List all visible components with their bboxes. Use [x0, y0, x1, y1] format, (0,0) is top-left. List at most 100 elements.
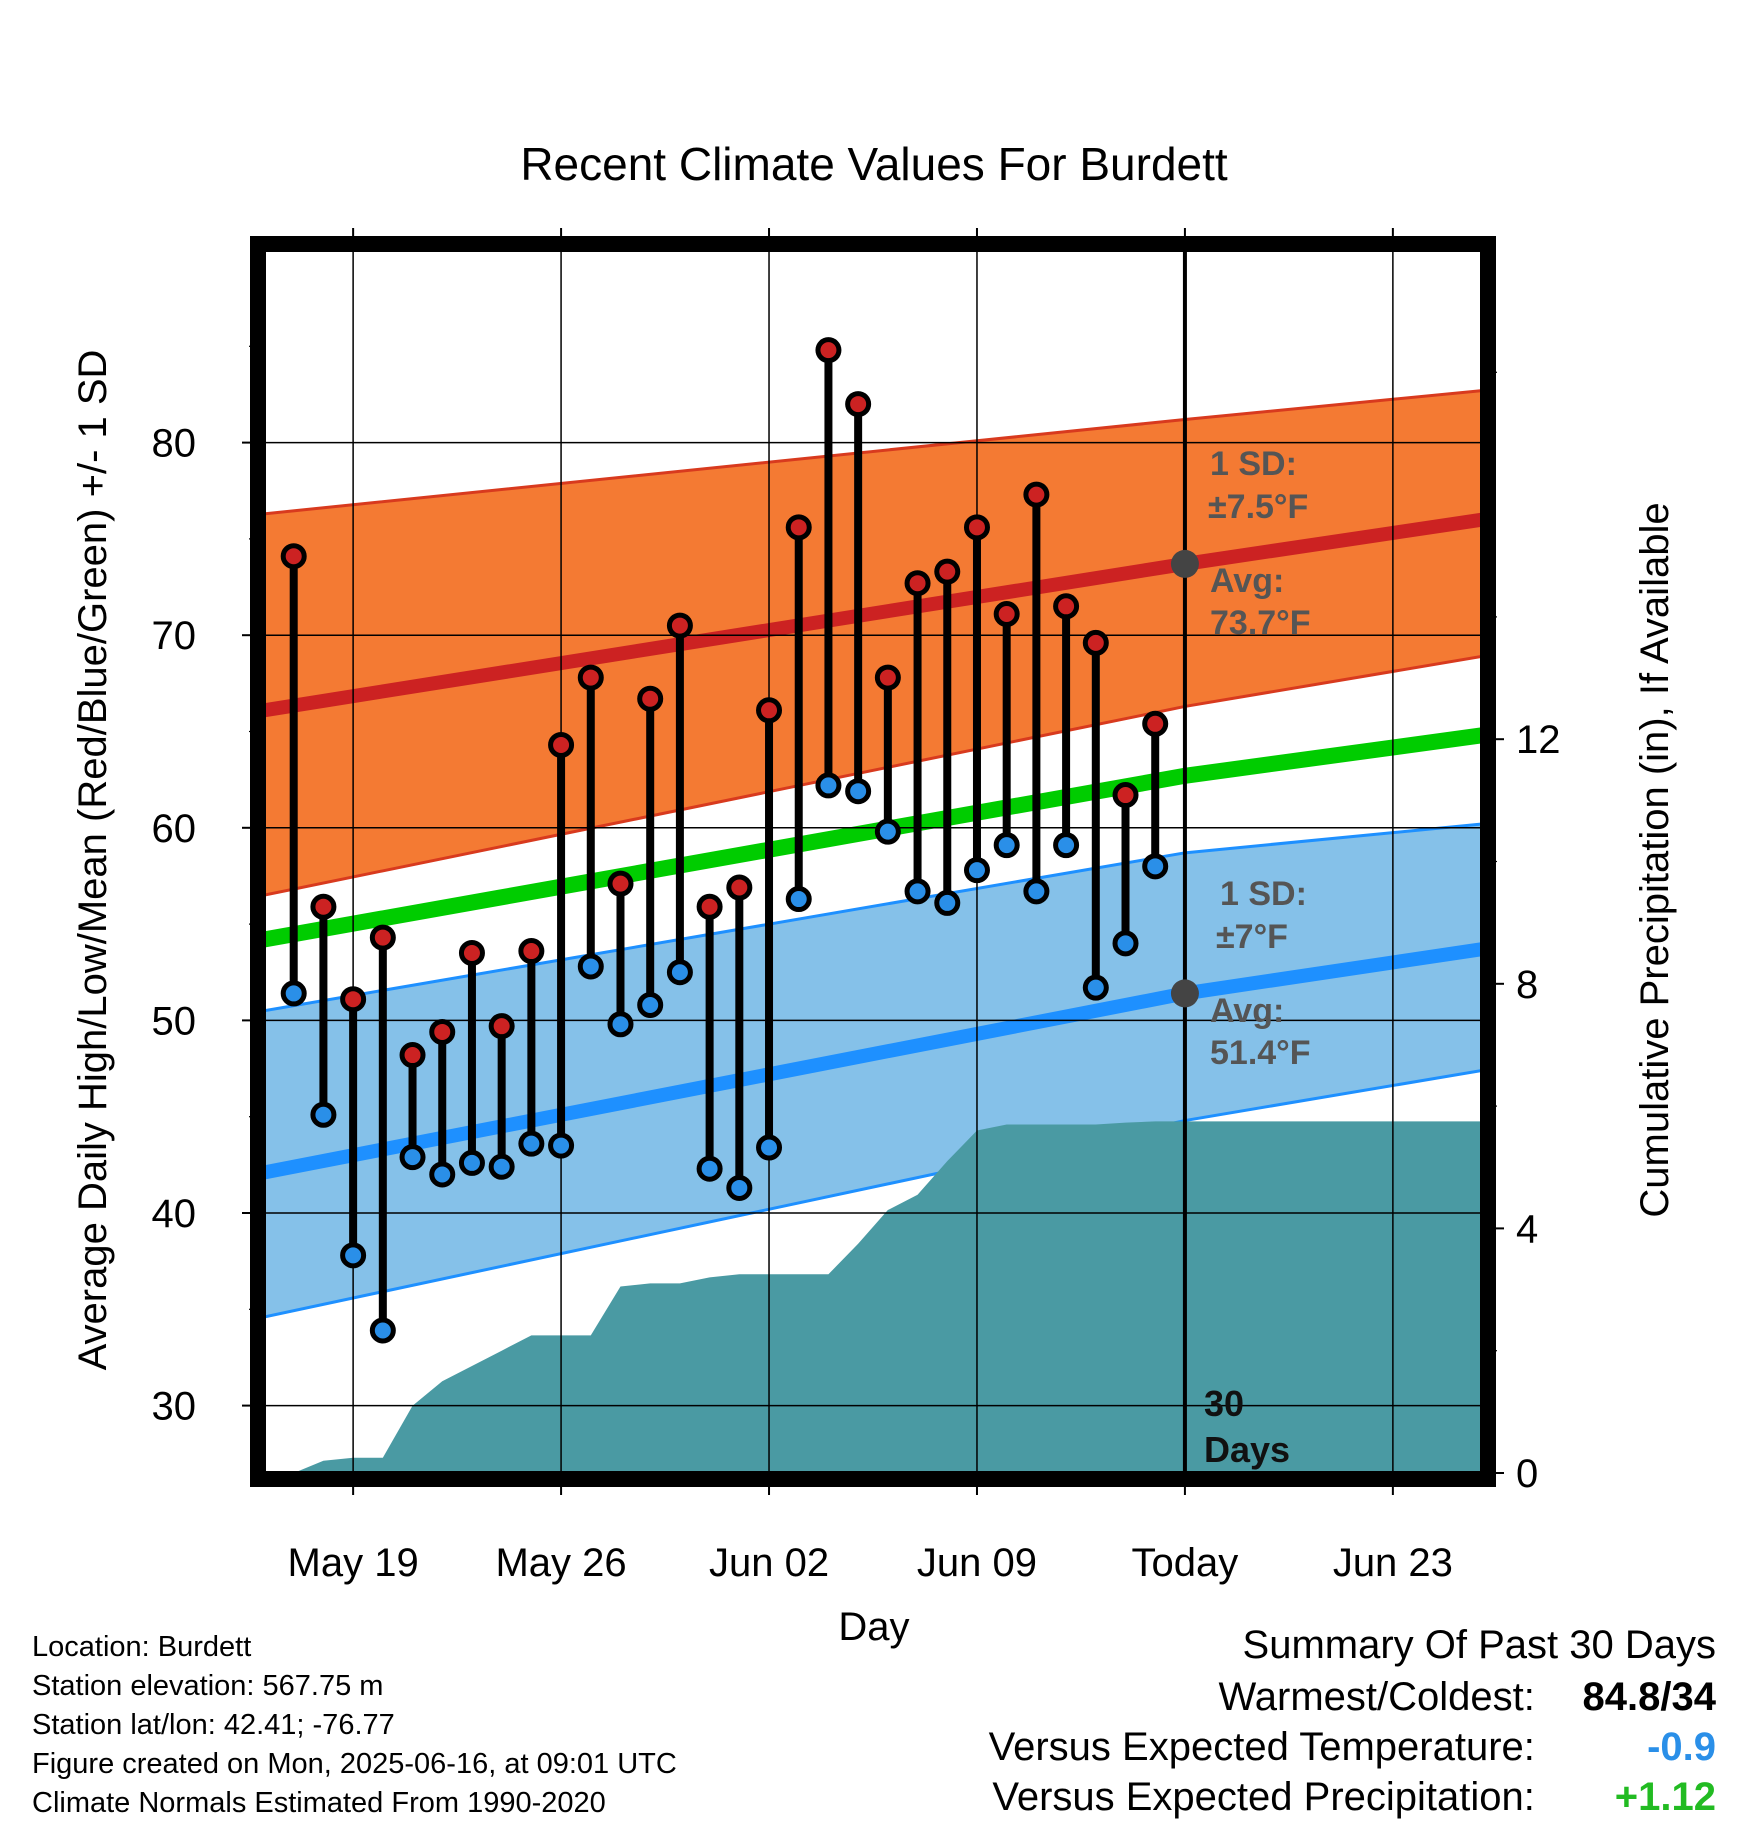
daily-low-point — [369, 1317, 396, 1344]
period-number: 30 — [1204, 1383, 1244, 1424]
daily-high-point — [785, 514, 812, 541]
daily-high-point — [637, 685, 664, 712]
daily-low-point — [310, 1101, 337, 1128]
daily-high-point — [607, 870, 634, 897]
today-low-normal-marker — [1170, 979, 1199, 1008]
daily-low-point — [429, 1161, 456, 1188]
x-tick-label: Today — [1132, 1541, 1239, 1585]
daily-high-point — [904, 570, 931, 597]
daily-low-point — [696, 1155, 723, 1182]
daily-high-point — [310, 893, 337, 920]
daily-low-point — [518, 1130, 545, 1157]
daily-high-point — [548, 731, 575, 758]
x-tick-label: Jun 02 — [709, 1541, 829, 1585]
daily-low-point — [666, 959, 693, 986]
daily-low-point — [934, 889, 961, 916]
period-annotation: 30 Days — [1204, 1383, 1290, 1470]
daily-low-point — [577, 953, 604, 980]
x-tick-label: May 19 — [288, 1541, 419, 1585]
warmest-coldest-label: Warmest/Coldest: — [1218, 1675, 1535, 1719]
y-left-tick-label: 40 — [152, 1192, 197, 1236]
low-annotations: 1 SD: ±7°F Avg: 51.4°F — [1210, 875, 1311, 1072]
high-annotations: 1 SD: ±7.5°F Avg: 73.7°F — [1208, 445, 1311, 642]
precipitation-area — [264, 1121, 1482, 1473]
period-unit: Days — [1204, 1429, 1290, 1470]
daily-low-point — [488, 1153, 515, 1180]
daily-high-point — [815, 337, 842, 364]
daily-high-point — [488, 1013, 515, 1040]
daily-high-point — [429, 1018, 456, 1045]
daily-high-point — [696, 893, 723, 920]
daily-low-point — [1023, 878, 1050, 905]
precip-departure-value: +1.12 — [1614, 1775, 1716, 1819]
daily-low-point — [458, 1149, 485, 1176]
low-avg-label: Avg: — [1210, 992, 1284, 1030]
y-right-tick-label: 4 — [1516, 1207, 1538, 1251]
elevation-text: Station elevation: 567.75 m — [32, 1670, 384, 1702]
low-sd-label: 1 SD: — [1220, 875, 1307, 913]
y-left-tick-label: 30 — [152, 1385, 197, 1429]
daily-high-point — [1023, 481, 1050, 508]
summary-title: Summary Of Past 30 Days — [1242, 1623, 1716, 1667]
daily-high-point — [934, 558, 961, 585]
daily-low-point — [399, 1144, 426, 1171]
daily-low-point — [340, 1242, 367, 1269]
daily-high-point — [963, 514, 990, 541]
daily-low-point — [815, 772, 842, 799]
y-right-tick-label: 12 — [1516, 718, 1561, 762]
daily-low-point — [1082, 974, 1109, 1001]
daily-high-point — [1142, 710, 1169, 737]
y-axis-left-label: Average Daily High/Low/Mean (Red/Blue/Gr… — [71, 350, 115, 1371]
plot-area — [264, 389, 1482, 1473]
low-avg-value: 51.4°F — [1210, 1034, 1311, 1072]
summary-precipitation: Versus Expected Precipitation: +1.12 — [992, 1772, 1716, 1822]
y-right-tick-label: 8 — [1516, 963, 1538, 1007]
normals-text: Climate Normals Estimated From 1990-2020 — [32, 1787, 606, 1819]
chart-title: Recent Climate Values For Burdett — [520, 138, 1228, 190]
warmest-coldest-value: 84.8/34 — [1582, 1675, 1716, 1719]
y-right-tick-label: 0 — [1516, 1452, 1538, 1496]
daily-high-point — [845, 391, 872, 418]
daily-low-point — [963, 857, 990, 884]
daily-low-point — [874, 818, 901, 845]
precip-departure-label: Versus Expected Precipitation: — [992, 1775, 1535, 1819]
daily-high-point — [518, 938, 545, 965]
daily-high-point — [340, 986, 367, 1013]
daily-high-point — [1053, 593, 1080, 620]
daily-low-point — [637, 991, 664, 1018]
daily-low-point — [993, 832, 1020, 859]
high-sd-value: ±7.5°F — [1208, 488, 1308, 526]
data-marks — [280, 250, 1199, 1473]
daily-high-point — [756, 697, 783, 724]
y-left-tick-label: 70 — [152, 614, 197, 658]
daily-low-point — [1142, 853, 1169, 880]
temp-departure-value: -0.9 — [1647, 1725, 1716, 1769]
high-sd-label: 1 SD: — [1210, 445, 1297, 483]
daily-low-point — [1053, 832, 1080, 859]
created-text: Figure created on Mon, 2025-06-16, at 09… — [32, 1748, 677, 1780]
daily-low-point — [785, 886, 812, 913]
daily-high-point — [1082, 629, 1109, 656]
daily-low-point — [726, 1174, 753, 1201]
high-avg-label: Avg: — [1210, 562, 1284, 600]
daily-low-point — [756, 1134, 783, 1161]
daily-high-point — [726, 874, 753, 901]
y-left-tick-label: 60 — [152, 807, 197, 851]
daily-high-point — [369, 924, 396, 951]
high-avg-value: 73.7°F — [1210, 604, 1311, 642]
daily-high-point — [399, 1042, 426, 1069]
summary-warmest-coldest: Warmest/Coldest: 84.8/34 — [1219, 1672, 1717, 1722]
daily-high-point — [577, 664, 604, 691]
today-high-normal-marker — [1170, 549, 1199, 578]
daily-low-point — [548, 1132, 575, 1159]
temp-departure-label: Versus Expected Temperature: — [988, 1725, 1535, 1769]
summary-temperature: Versus Expected Temperature: -0.9 — [989, 1722, 1716, 1772]
low-sd-band — [264, 823, 1482, 1317]
low-sd-value: ±7°F — [1216, 918, 1288, 956]
axes: May 19 May 26 Jun 02 Jun 09 Today Jun 2330405… — [152, 228, 1561, 1585]
x-tick-label: Jun 09 — [917, 1541, 1037, 1585]
y-axis-right-label: Cumulative Precipitation (in), If Availa… — [1633, 502, 1677, 1217]
y-left-tick-label: 80 — [152, 422, 197, 466]
high-sd-band — [264, 390, 1482, 896]
